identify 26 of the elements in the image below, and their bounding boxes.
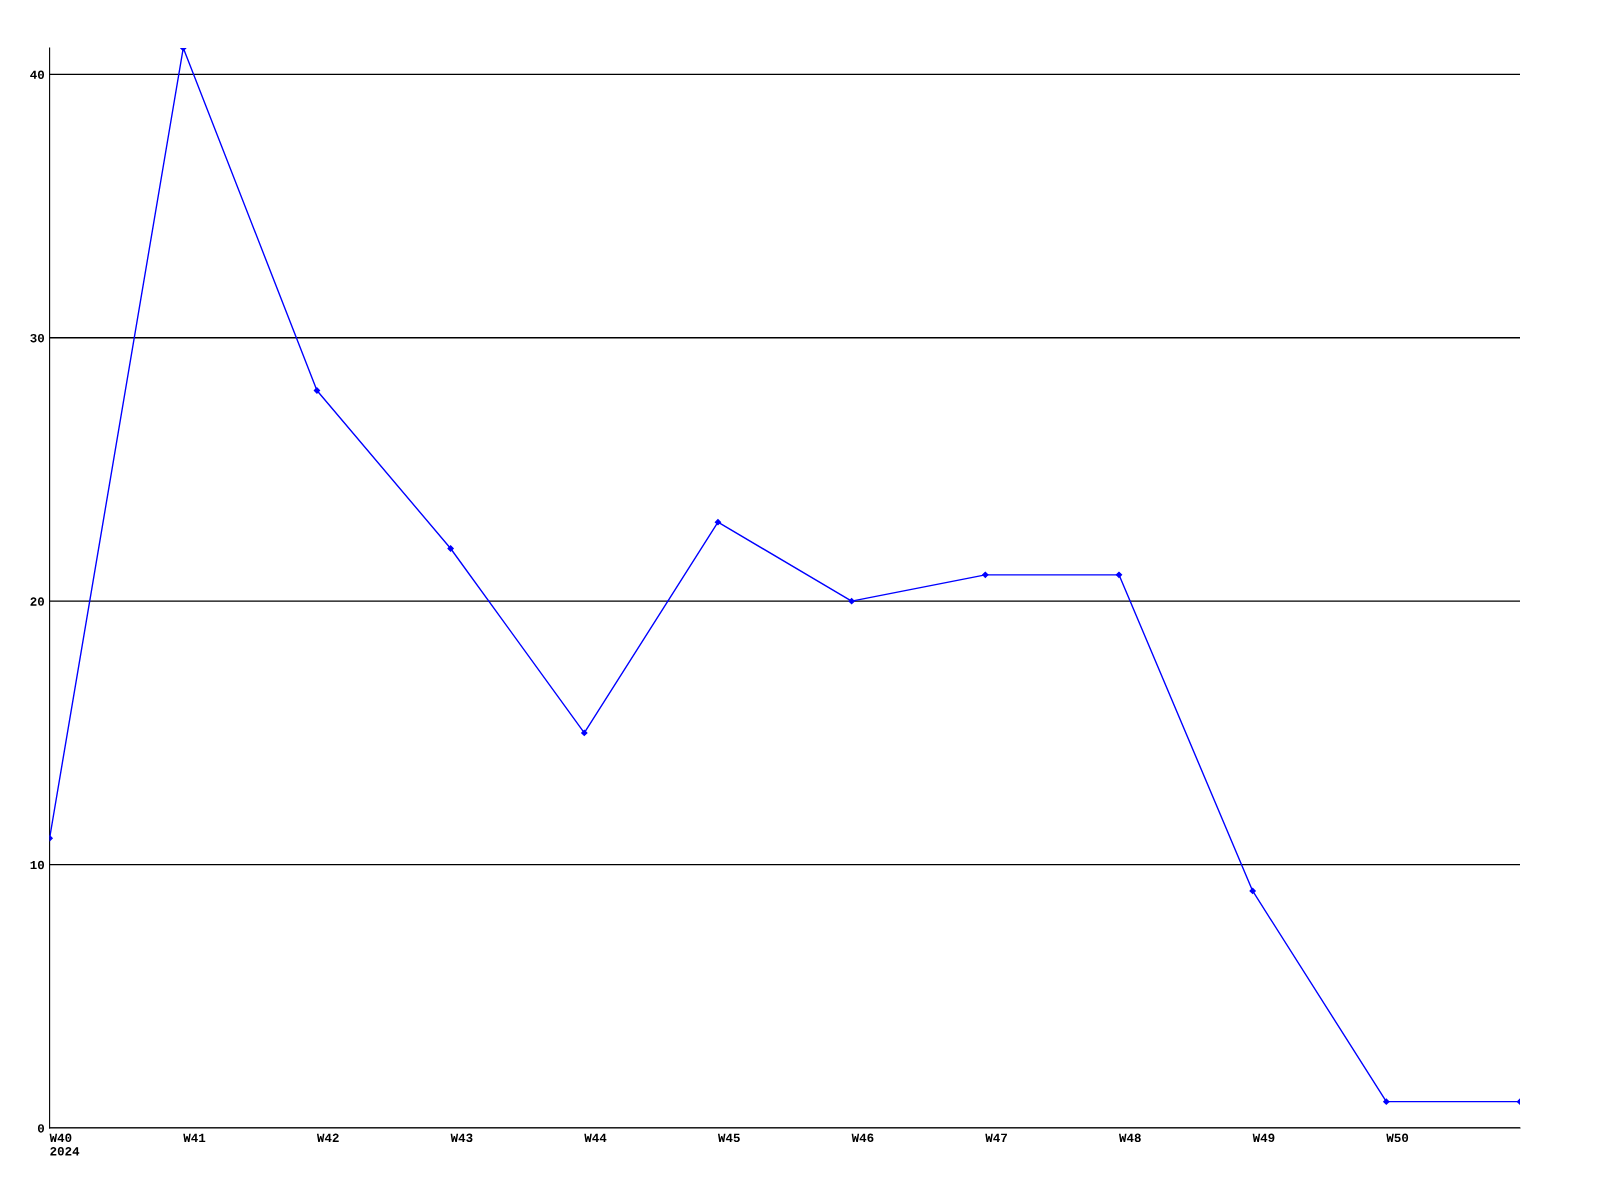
- x-tick-label: W50: [1386, 1133, 1409, 1143]
- x-tick-label: W47: [985, 1133, 1007, 1142]
- line-series: [49, 48, 1520, 1105]
- point: [1249, 887, 1256, 895]
- x-tick-label: W43: [450, 1133, 473, 1143]
- y-tick-label: 30: [30, 333, 45, 343]
- point: [982, 571, 989, 578]
- x-tick-label: W41: [183, 1133, 206, 1142]
- x-tick-label: W48: [1118, 1133, 1141, 1143]
- point: [447, 545, 454, 552]
- x-tick-label: W40 2024: [49, 1133, 80, 1156]
- point: [714, 518, 722, 526]
- point: [848, 598, 855, 605]
- y-tick-label: 10: [30, 860, 45, 870]
- y-tick-label: 20: [30, 597, 45, 606]
- point: [1115, 571, 1123, 578]
- point: [581, 729, 588, 737]
- x-tick-label: W45: [717, 1133, 740, 1143]
- point: [1383, 1098, 1390, 1105]
- x-tick-label: W42: [316, 1133, 339, 1142]
- x-tick-label: W49: [1252, 1133, 1275, 1143]
- y-tick-label: 40: [30, 70, 45, 79]
- x-tick-label: W46: [851, 1133, 874, 1143]
- x-tick-label: W44: [584, 1133, 607, 1142]
- point: [313, 387, 321, 394]
- y-tick-label: 0: [37, 1124, 45, 1133]
